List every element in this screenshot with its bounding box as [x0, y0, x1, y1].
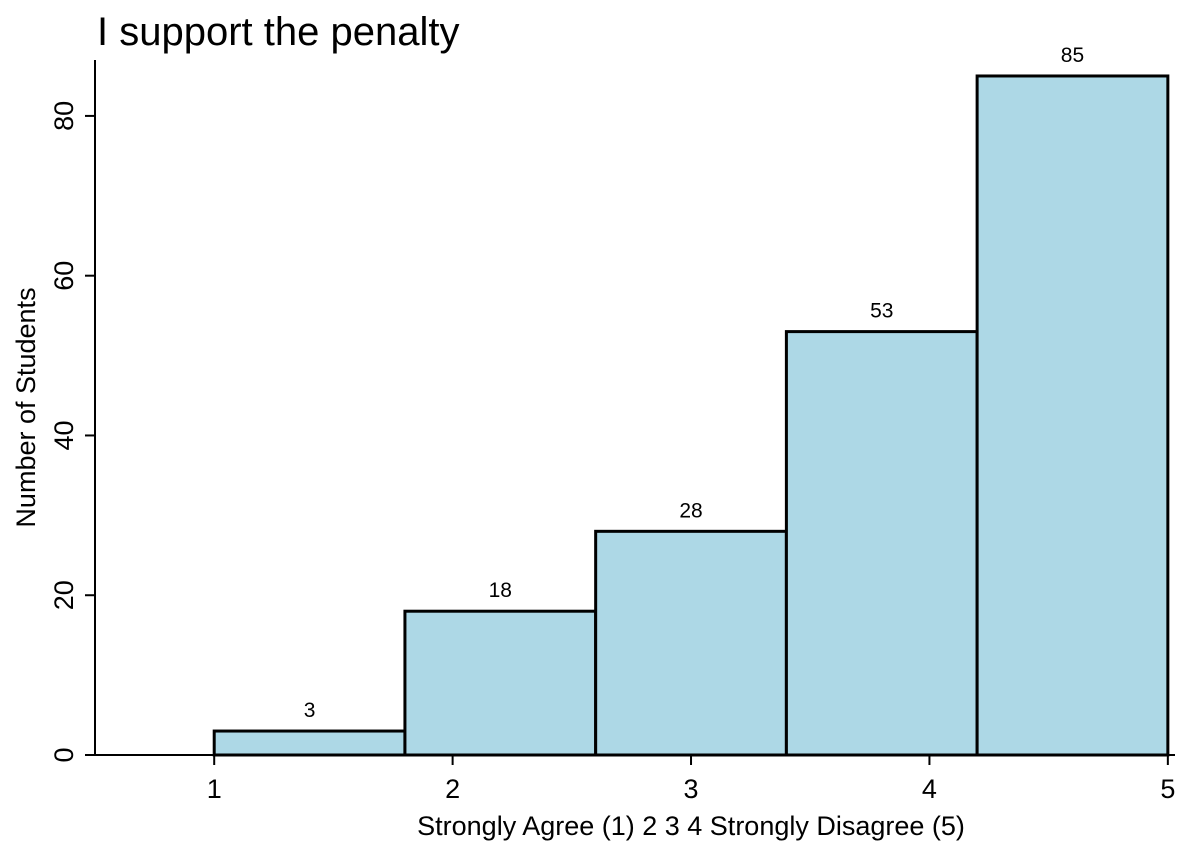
- x-tick-label-5: 5: [1160, 774, 1175, 804]
- y-tick-label-0: 0: [49, 747, 79, 762]
- y-tick-label-40: 40: [49, 420, 79, 450]
- histogram-bar-1: [212, 729, 407, 757]
- histogram-bar-2: [403, 609, 598, 757]
- data-labels-group: 3 18 28 53 85: [304, 44, 1084, 722]
- bar-value-label-1: 3: [304, 699, 316, 722]
- chart-title: I support the penalty: [97, 10, 459, 54]
- x-tick-label-4: 4: [922, 774, 937, 804]
- histogram-bar-4: [784, 330, 979, 757]
- y-tick-label-80: 80: [49, 101, 79, 131]
- histogram-bar-5: [975, 74, 1170, 757]
- y-axis-title: Number of Students: [11, 287, 41, 527]
- x-axis-ticks: 1 2 3 4 5: [207, 755, 1175, 804]
- bar-value-label-5: 85: [1061, 44, 1084, 67]
- bars-group: [212, 74, 1170, 757]
- x-tick-label-3: 3: [684, 774, 699, 804]
- bar-value-label-2: 18: [489, 579, 512, 602]
- y-tick-label-60: 60: [49, 261, 79, 291]
- x-tick-label-1: 1: [207, 774, 222, 804]
- histogram-bar-3: [594, 529, 788, 757]
- bar-value-label-4: 53: [870, 300, 893, 323]
- x-axis-title: Strongly Agree (1) 2 3 4 Strongly Disagr…: [417, 811, 965, 841]
- x-tick-label-2: 2: [445, 774, 460, 804]
- y-axis-ticks: 0 20 40 60 80: [49, 101, 95, 763]
- bar-value-label-3: 28: [679, 499, 702, 522]
- y-tick-label-20: 20: [49, 580, 79, 610]
